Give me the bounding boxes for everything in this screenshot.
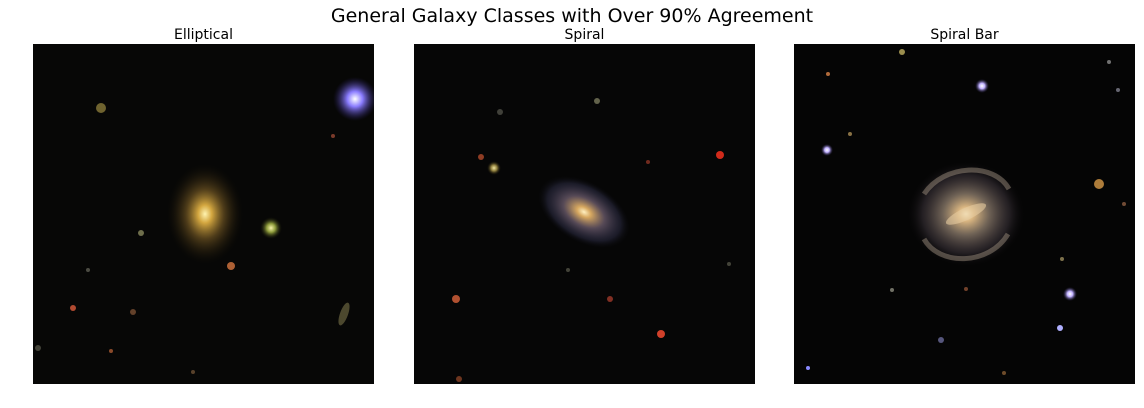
elliptical-galaxy-photo — [33, 44, 374, 384]
panel-spiral: Spiral — [414, 26, 755, 384]
panel-elliptical: Elliptical — [33, 26, 374, 384]
elliptical-galaxy-image — [33, 44, 374, 384]
barred-spiral-galaxy-photo — [794, 44, 1135, 384]
panel-title-spiral-bar: Spiral Bar — [930, 27, 999, 43]
panel-spiral-bar: Spiral Bar — [794, 26, 1135, 384]
elliptical-galaxy — [167, 164, 243, 264]
panel-title-spiral: Spiral — [564, 27, 605, 43]
spiral-galaxy — [538, 175, 630, 249]
spiral-galaxy-image — [414, 44, 755, 384]
barred-spiral-galaxy-image — [794, 44, 1135, 384]
figure-title: General Galaxy Classes with Over 90% Agr… — [330, 5, 814, 27]
spiral-galaxy-photo — [414, 44, 755, 384]
panel-title-elliptical: Elliptical — [174, 27, 233, 43]
